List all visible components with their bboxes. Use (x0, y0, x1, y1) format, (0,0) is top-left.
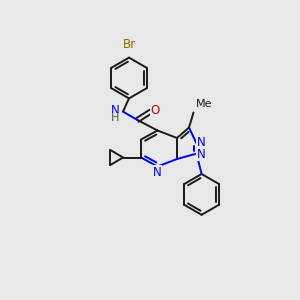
Text: N: N (197, 148, 206, 161)
Text: O: O (151, 103, 160, 117)
Text: N: N (111, 104, 119, 118)
Text: N: N (153, 166, 162, 179)
Text: N: N (197, 136, 206, 149)
Text: Br: Br (123, 38, 136, 51)
Text: Me: Me (196, 99, 212, 109)
Text: H: H (111, 113, 119, 123)
